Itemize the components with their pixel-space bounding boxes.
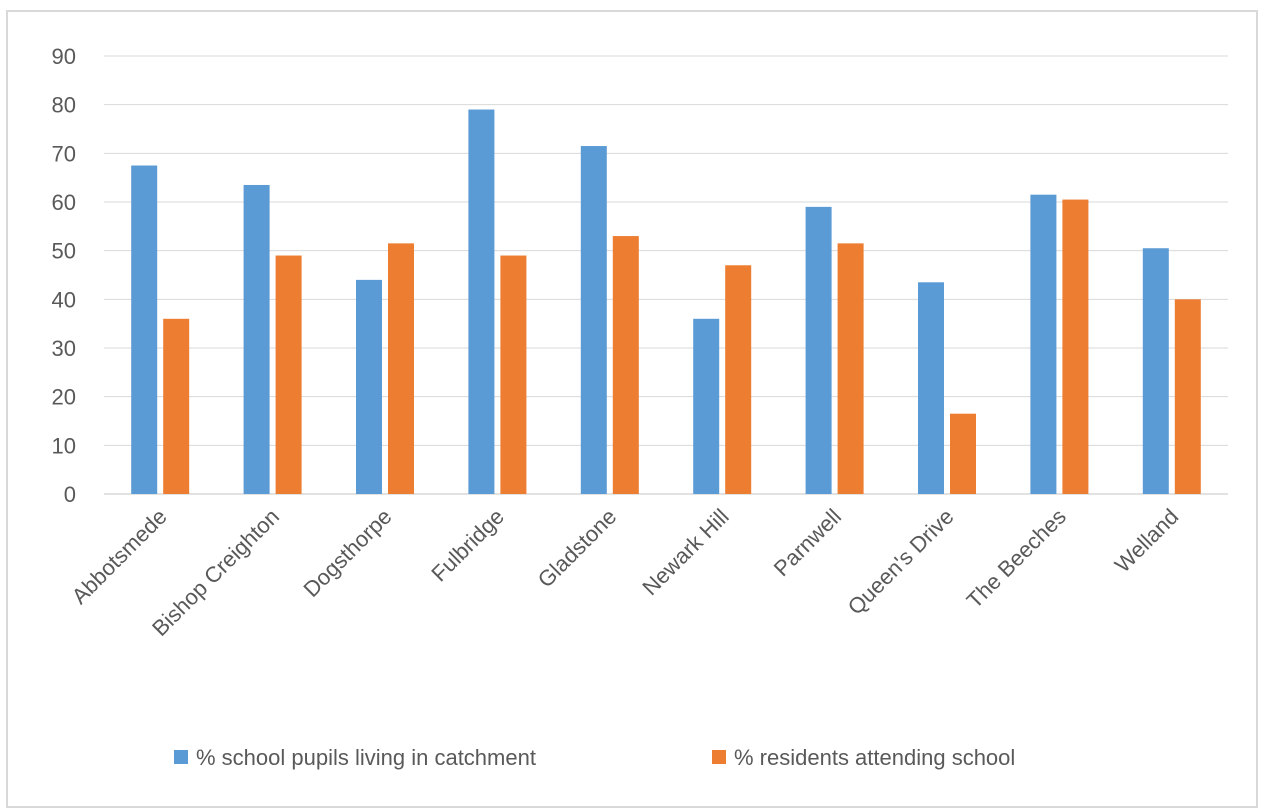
y-tick-label: 80 [52,93,76,118]
bar-catchment [131,165,158,494]
bar-catchment [243,184,270,494]
bar-catchment [693,318,720,494]
legend-label: % school pupils living in catchment [196,745,536,770]
category-label: Gladstone [533,504,622,593]
category-label: Abbotsmede [67,504,172,609]
bar-residents [1174,299,1201,494]
legend-swatch [712,750,726,764]
y-tick-label: 20 [52,385,76,410]
legend-label: % residents attending school [734,745,1015,770]
category-label: Parnwell [769,504,846,581]
legend-swatch [174,750,188,764]
y-tick-label: 0 [64,482,76,507]
bar-catchment [468,109,495,495]
bar-residents [725,265,752,494]
bar-catchment [918,282,944,494]
category-label: Dogsthorpe [298,504,396,602]
bar-residents [612,236,639,495]
bar-residents [275,255,302,494]
bar-catchment [805,206,832,494]
bar-catchment [1142,248,1169,494]
y-tick-label: 10 [52,433,76,458]
y-tick-label: 40 [52,287,76,312]
y-tick-label: 60 [52,190,76,215]
category-label: Queen's Drive [843,504,959,620]
y-tick-label: 70 [52,141,76,166]
category-label: The Beeches [962,504,1071,613]
bar-residents [163,318,190,494]
bar-residents [500,255,527,494]
y-tick-label: 90 [52,44,76,69]
bar-residents [950,413,976,494]
bar-residents [837,243,864,494]
y-tick-label: 50 [52,239,76,264]
category-label: Newark Hill [637,504,733,600]
bar-catchment [356,279,382,494]
bar-residents [388,243,414,494]
bar-residents [1062,199,1089,495]
y-tick-label: 30 [52,336,76,361]
category-label: Fulbridge [426,504,509,587]
bar-catchment [580,146,607,495]
bar-catchment [1030,194,1057,494]
category-label: Welland [1110,504,1184,578]
